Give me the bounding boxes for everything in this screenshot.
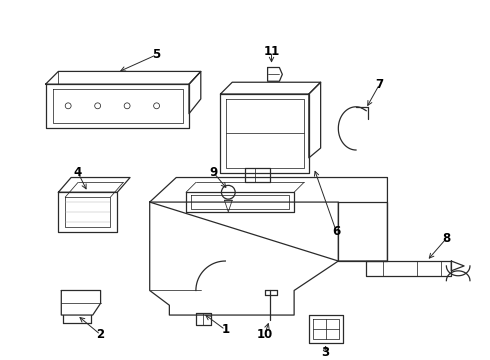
Text: 5: 5 <box>152 48 161 61</box>
Text: 10: 10 <box>257 328 273 341</box>
Text: 7: 7 <box>375 78 384 91</box>
Text: 6: 6 <box>332 225 341 238</box>
Text: 9: 9 <box>209 166 218 179</box>
Polygon shape <box>224 200 232 212</box>
Text: 8: 8 <box>442 232 450 245</box>
Text: 3: 3 <box>321 346 330 359</box>
Text: 2: 2 <box>97 328 105 341</box>
Text: 11: 11 <box>264 45 280 58</box>
Text: 4: 4 <box>74 166 82 179</box>
Text: 1: 1 <box>221 323 229 336</box>
